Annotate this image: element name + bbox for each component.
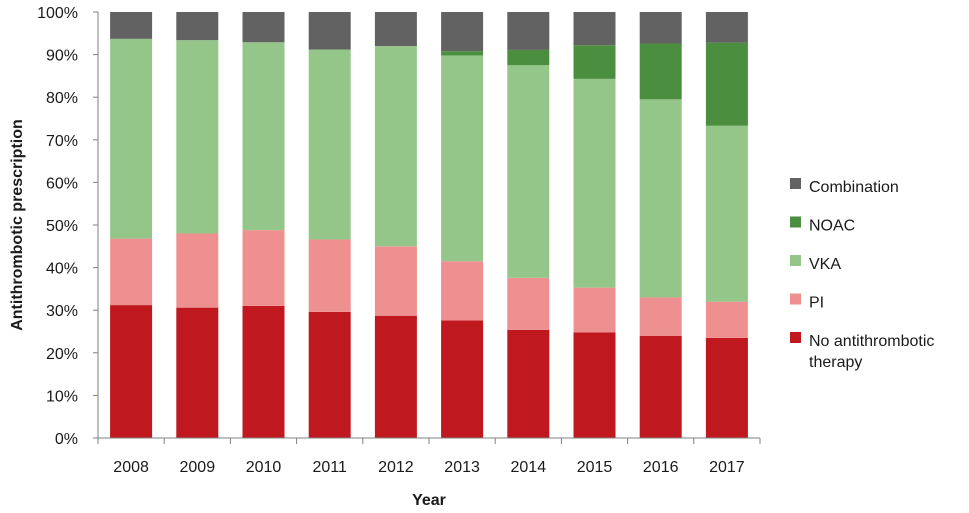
legend-label: Combination (809, 179, 899, 196)
bar-segment-2014-pi (507, 277, 550, 330)
bar-segment-2016-noac (639, 43, 682, 100)
x-tick-label: 2013 (444, 459, 480, 476)
y-axis-title: Antithrombotic prescription (9, 119, 26, 331)
x-tick-label: 2015 (577, 459, 613, 476)
bar-segment-2013-combination (441, 12, 484, 52)
bar-segment-2017-vka (705, 125, 748, 302)
bar-segment-2009-no-antithrombotic-therapy (176, 307, 219, 438)
bar-segment-2010-pi (242, 230, 285, 306)
bar-segment-2017-noac (705, 42, 748, 126)
bar-segment-2009-pi (176, 233, 219, 308)
bar-segment-2011-pi (308, 239, 351, 312)
bar-segment-2013-noac (441, 51, 484, 56)
bar-segment-2016-no-antithrombotic-therapy (639, 335, 682, 438)
legend-swatch (790, 178, 801, 189)
y-tick-label: 100% (37, 5, 78, 22)
bar-segment-2013-pi (441, 261, 484, 321)
bar-segment-2010-no-antithrombotic-therapy (242, 305, 285, 438)
bar-segment-2012-combination (374, 12, 417, 47)
y-tick-labels: 0% 10% 20% 30% 40% 50% 60% 70% 80% 90% 100% (37, 5, 98, 448)
x-axis-title: Year (412, 492, 446, 509)
y-tick-label: 70% (46, 133, 78, 150)
bar-segment-2014-vka (507, 65, 550, 278)
bar-segment-2015-no-antithrombotic-therapy (573, 332, 616, 438)
legend-label: therapy (809, 354, 862, 371)
legend-swatch (790, 332, 801, 343)
bar-segment-2014-no-antithrombotic-therapy (507, 329, 550, 438)
x-tick-label: 2012 (378, 459, 414, 476)
bars-layer (110, 12, 748, 438)
x-tick-label: 2010 (246, 459, 282, 476)
x-tick-label: 2011 (312, 459, 347, 476)
bar-segment-2012-no-antithrombotic-therapy (374, 315, 417, 438)
x-tick-labels: 2008 2009 2010 2011 2012 2013 2014 2015 2016 2017 (97, 438, 761, 476)
legend-swatch (790, 216, 801, 228)
bar-segment-2009-vka (176, 40, 219, 234)
y-tick-label: 40% (46, 261, 78, 278)
legend-label: No antithrombotic (809, 333, 934, 350)
legend-label: VKA (809, 256, 841, 273)
bar-segment-2016-pi (639, 297, 682, 336)
x-tick-label: 2016 (643, 459, 679, 476)
bar-segment-2012-pi (374, 246, 417, 316)
bar-segment-2013-vka (441, 55, 484, 262)
y-tick-label: 10% (46, 388, 78, 405)
legend-swatch (790, 293, 801, 305)
bar-segment-2013-no-antithrombotic-therapy (441, 320, 484, 438)
bar-segment-2017-combination (705, 12, 748, 43)
legend-swatch (790, 255, 801, 266)
legend-label: NOAC (809, 218, 855, 235)
bar-segment-2011-combination (308, 12, 351, 50)
bar-segment-2010-vka (242, 42, 285, 231)
bar-segment-2015-combination (573, 12, 616, 46)
legend-label: PI (809, 295, 824, 312)
bar-segment-2015-pi (573, 287, 616, 333)
bar-segment-2014-noac (507, 49, 550, 66)
x-tick-label: 2008 (113, 459, 149, 476)
x-tick-label: 2014 (511, 459, 547, 476)
bar-segment-2008-vka (110, 38, 153, 239)
bar-segment-2016-vka (639, 99, 682, 298)
bar-segment-2009-combination (176, 12, 219, 41)
bar-segment-2011-vka (308, 49, 351, 240)
y-tick-label: 60% (46, 175, 78, 192)
bar-segment-2015-vka (573, 78, 616, 288)
x-tick-label: 2017 (709, 459, 745, 476)
y-tick-label: 90% (46, 48, 78, 65)
bar-segment-2017-no-antithrombotic-therapy (705, 337, 748, 438)
x-tick-label: 2009 (180, 459, 216, 476)
bar-segment-2008-no-antithrombotic-therapy (110, 305, 153, 438)
y-tick-label: 30% (46, 303, 78, 320)
bar-segment-2010-combination (242, 12, 285, 43)
y-tick-label: 80% (46, 90, 78, 107)
y-tick-label: 0% (55, 431, 78, 448)
bar-segment-2016-combination (639, 12, 682, 44)
legend: Combination NOAC VKA PI No antithrombotic the… (790, 178, 934, 371)
bar-segment-2017-pi (705, 301, 748, 338)
bar-segment-2008-pi (110, 238, 153, 306)
bar-segment-2012-vka (374, 46, 417, 247)
bar-segment-2011-no-antithrombotic-therapy (308, 311, 351, 438)
y-tick-label: 50% (46, 218, 78, 235)
bar-segment-2008-combination (110, 12, 153, 39)
y-tick-label: 20% (46, 346, 78, 363)
bar-segment-2015-noac (573, 45, 616, 79)
bar-segment-2014-combination (507, 12, 550, 50)
